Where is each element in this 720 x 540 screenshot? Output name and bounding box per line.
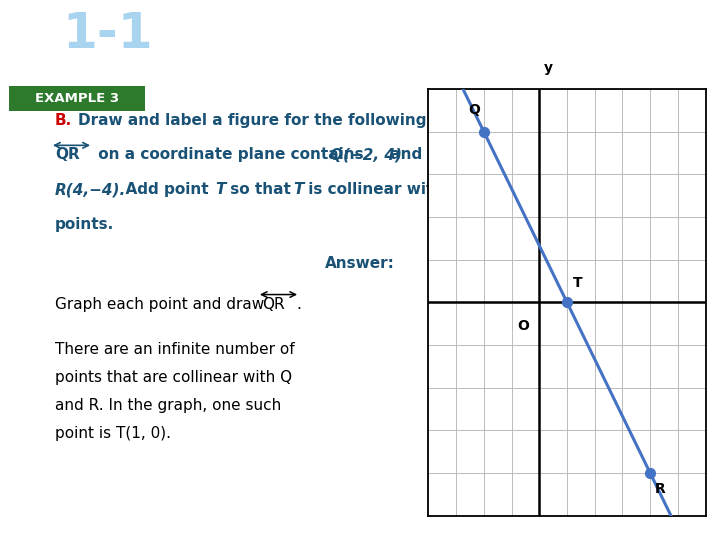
Text: is collinear with these: is collinear with these <box>303 182 498 197</box>
Text: .: . <box>296 296 301 312</box>
Text: Add point: Add point <box>115 182 214 197</box>
Point <box>562 298 573 307</box>
Text: There are an infinite number of: There are an infinite number of <box>55 342 294 357</box>
Text: R: R <box>654 482 665 496</box>
Text: Q: Q <box>468 103 480 117</box>
Text: QR: QR <box>262 296 284 312</box>
Text: point is T(1, 0).: point is T(1, 0). <box>55 427 171 442</box>
Text: EXAMPLE 3: EXAMPLE 3 <box>35 92 119 105</box>
Text: LESSON: LESSON <box>19 16 28 56</box>
Text: Answer:: Answer: <box>325 255 395 271</box>
Text: on a coordinate plane contains: on a coordinate plane contains <box>93 147 369 163</box>
Text: points that are collinear with Q: points that are collinear with Q <box>55 370 292 385</box>
Text: Graph each point and draw: Graph each point and draw <box>55 296 264 312</box>
FancyBboxPatch shape <box>0 84 156 113</box>
Text: and R. In the graph, one such: and R. In the graph, one such <box>55 399 282 413</box>
Text: Points, Lines, And Planes: Points, Lines, And Planes <box>230 20 645 48</box>
Text: R(4,−4).: R(4,−4). <box>55 182 126 197</box>
Text: and: and <box>385 147 422 163</box>
Text: O: O <box>518 320 530 334</box>
Text: Draw and label a figure for the following situation.: Draw and label a figure for the followin… <box>78 113 514 128</box>
Text: T: T <box>215 182 225 197</box>
Text: so that: so that <box>225 182 296 197</box>
Text: y: y <box>544 61 552 75</box>
Text: B.: B. <box>55 113 72 128</box>
Text: QR: QR <box>55 147 80 163</box>
Text: T: T <box>572 275 582 289</box>
Text: T: T <box>293 182 303 197</box>
Text: Q(−2, 4): Q(−2, 4) <box>330 147 402 163</box>
Point <box>644 469 656 477</box>
Text: points.: points. <box>55 217 114 232</box>
Point <box>478 127 490 136</box>
Text: 1-1: 1-1 <box>62 10 153 58</box>
